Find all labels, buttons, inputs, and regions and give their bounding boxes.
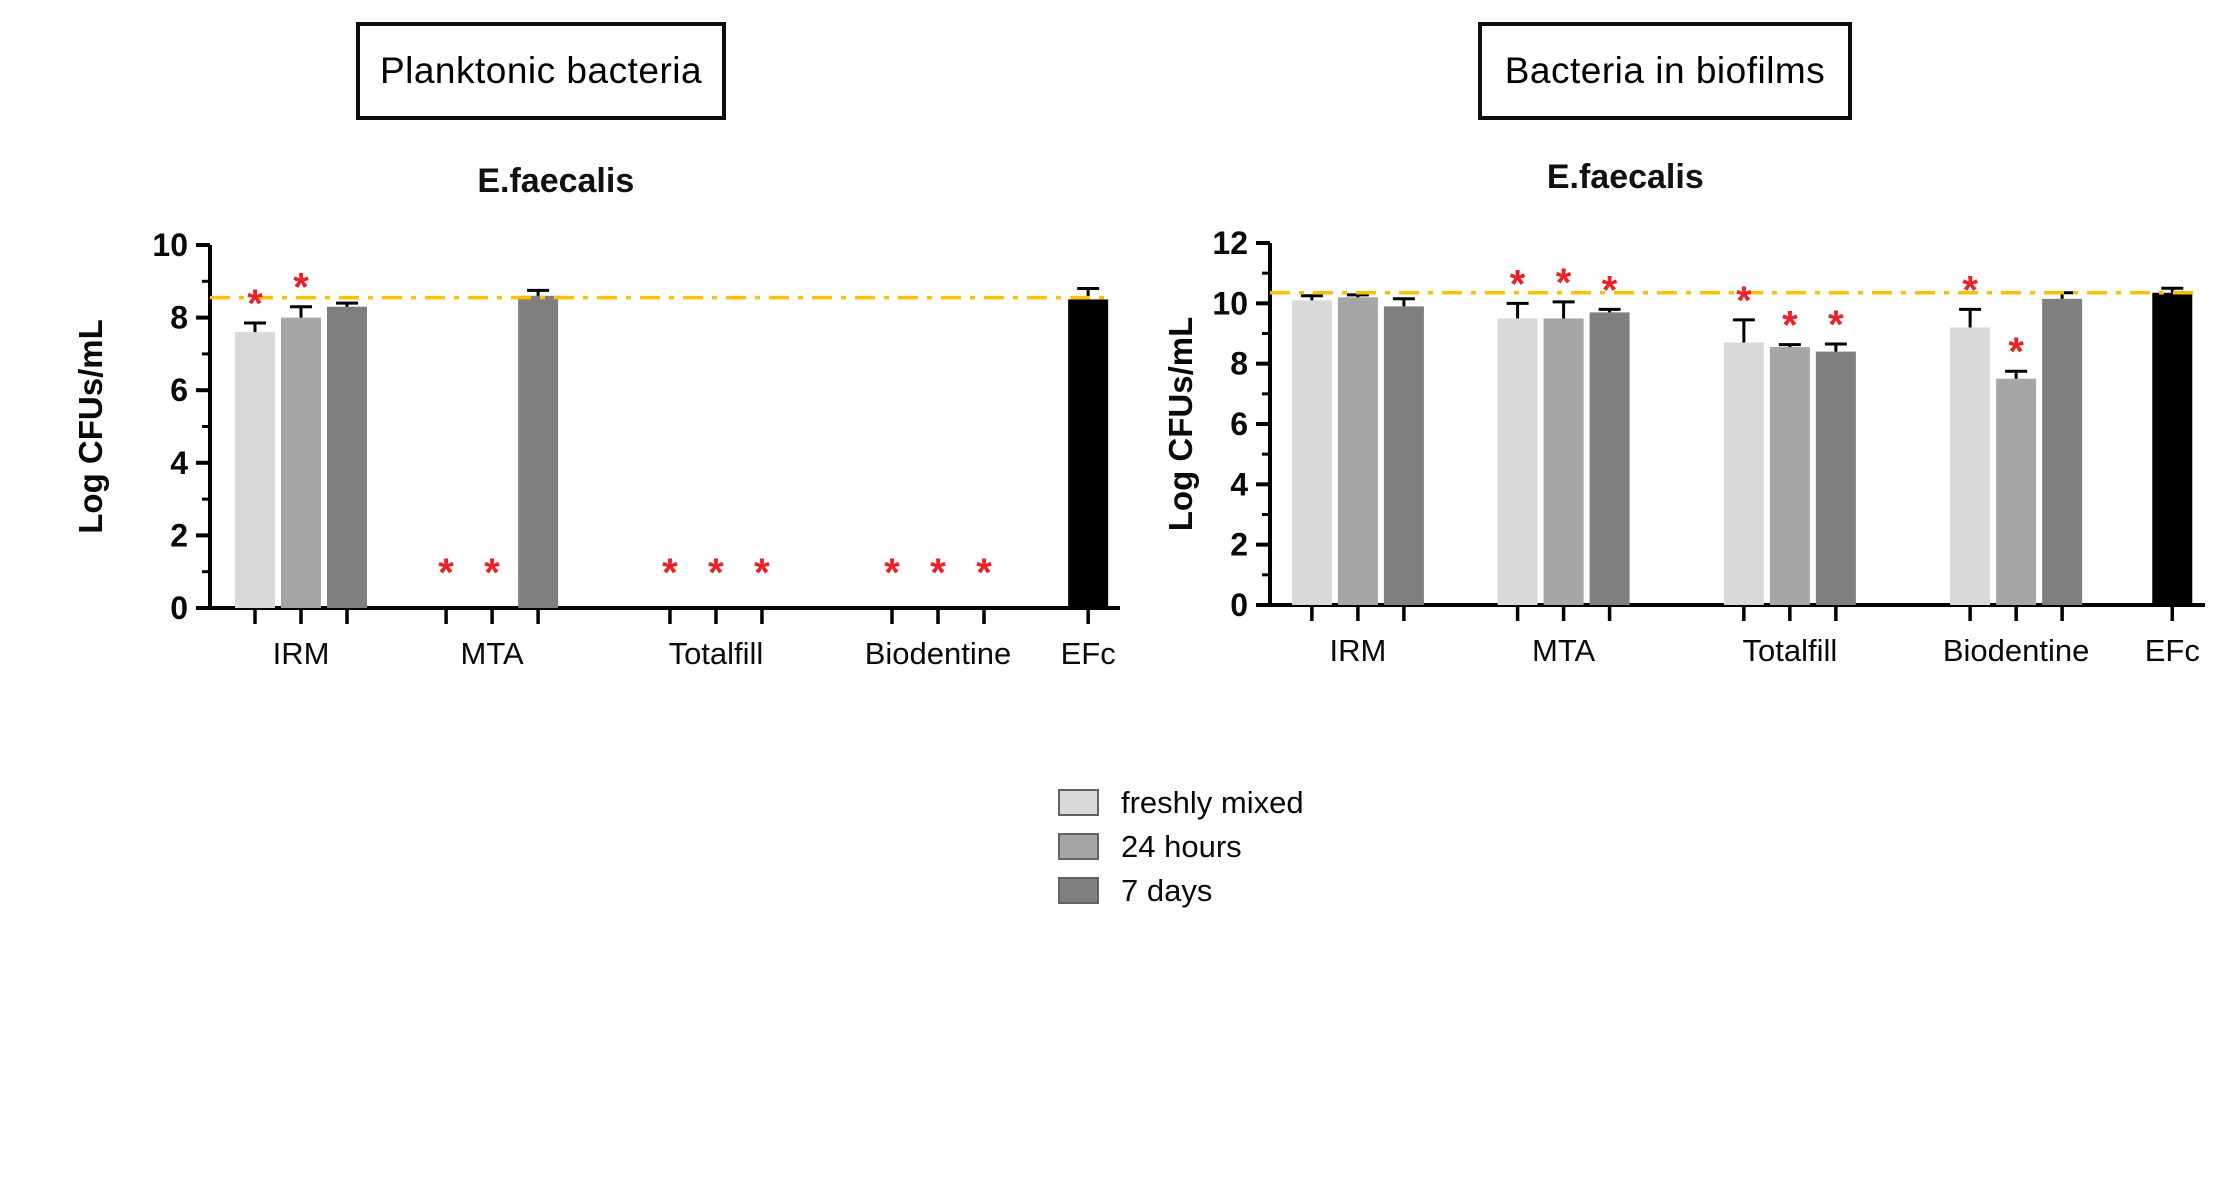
bar: [1383, 306, 1424, 605]
planktonic-bacteria-chart: E.faecalis Log CFUs/mL 0 2 4 6 8 10 IRM MTA Totalf…: [72, 162, 1120, 671]
significance-asterisk: *: [708, 551, 724, 595]
y-tick-label: 4: [1230, 466, 1248, 502]
legend-swatch: [1058, 789, 1099, 816]
y-tick-label: 4: [170, 445, 188, 481]
significance-asterisk: *: [1510, 262, 1526, 306]
category-label: Biodentine: [865, 636, 1012, 671]
y-tick-label: 2: [1230, 527, 1248, 563]
category-label: Totalfill: [669, 636, 764, 671]
significance-asterisk: *: [1602, 268, 1618, 312]
significance-asterisk: *: [976, 551, 992, 595]
y-tick-label: 8: [170, 300, 188, 336]
y-tick-label: 10: [152, 227, 188, 263]
y-tick-label: 2: [170, 517, 188, 553]
bar: [1337, 297, 1378, 605]
bar: [1996, 378, 2037, 605]
category-label: IRM: [1329, 633, 1386, 668]
panel-title-box-biofilms: Bacteria in biofilms: [1478, 22, 1852, 120]
legend-item: 24 hours: [1058, 828, 1304, 864]
bar: [1815, 351, 1856, 605]
category-label: EFc: [1061, 636, 1116, 671]
bar: [1291, 300, 1332, 605]
significance-asterisk: *: [1962, 268, 1978, 312]
bar: [235, 332, 275, 608]
chart-legend: freshly mixed 24 hours 7 days: [1058, 784, 1304, 908]
bar: [2152, 292, 2193, 605]
y-tick-label: 12: [1212, 225, 1248, 261]
significance-asterisk: *: [1736, 279, 1752, 323]
category-label: Totalfill: [1742, 633, 1837, 668]
y-tick-label: 6: [170, 372, 188, 408]
y-tick-label: 0: [170, 590, 188, 626]
legend-swatch: [1058, 833, 1099, 860]
panel-title-planktonic: Planktonic bacteria: [379, 50, 703, 91]
category-label: Biodentine: [1943, 633, 2090, 668]
chart-title: E.faecalis: [477, 162, 634, 200]
y-tick-label: 10: [1212, 285, 1248, 321]
bar: [1543, 318, 1584, 605]
y-axis-label: Log CFUs/mL: [1162, 317, 1199, 531]
biofilms-bacteria-chart: E.faecalis Log CFUs/mL 0 2 4 6 8 10 12 IRM MTA Tota…: [1162, 158, 2205, 668]
legend-label: 7 days: [1121, 872, 1213, 908]
significance-asterisk: *: [1782, 304, 1798, 348]
bar: [281, 317, 321, 608]
bar: [1723, 342, 1764, 605]
legend-label: freshly mixed: [1121, 784, 1304, 820]
y-tick-label: 6: [1230, 406, 1248, 442]
significance-asterisk: *: [1556, 261, 1572, 305]
bar: [1068, 299, 1109, 608]
significance-asterisk: *: [1828, 303, 1844, 347]
legend-item: 7 days: [1058, 872, 1304, 908]
legend-item: freshly mixed: [1058, 784, 1304, 820]
significance-asterisk: *: [884, 551, 900, 595]
bar: [1950, 327, 1991, 605]
bar: [327, 306, 367, 608]
significance-asterisk: *: [293, 266, 309, 310]
significance-asterisk: *: [247, 282, 263, 326]
significance-asterisk: *: [2008, 330, 2024, 374]
y-axis-label: Log CFUs/mL: [72, 319, 109, 533]
bar: [1589, 312, 1630, 605]
significance-asterisk: *: [754, 551, 770, 595]
significance-asterisk: *: [484, 551, 500, 595]
panel-title-box-planktonic: Planktonic bacteria: [356, 22, 726, 120]
y-tick-label: 8: [1230, 346, 1248, 382]
chart-title: E.faecalis: [1547, 158, 1704, 196]
category-label: EFc: [2145, 633, 2200, 668]
category-label: MTA: [461, 636, 524, 671]
legend-label: 24 hours: [1121, 828, 1242, 864]
significance-asterisk: *: [662, 551, 678, 595]
bar: [1497, 318, 1538, 605]
legend-swatch: [1058, 877, 1099, 904]
bar: [2042, 298, 2083, 605]
category-label: MTA: [1532, 633, 1595, 668]
y-tick-label: 0: [1230, 587, 1248, 623]
significance-asterisk: *: [438, 551, 454, 595]
panel-title-biofilms: Bacteria in biofilms: [1504, 50, 1826, 91]
bar: [1769, 347, 1810, 605]
category-label: IRM: [273, 636, 330, 671]
bar: [518, 295, 559, 608]
significance-asterisk: *: [930, 551, 946, 595]
